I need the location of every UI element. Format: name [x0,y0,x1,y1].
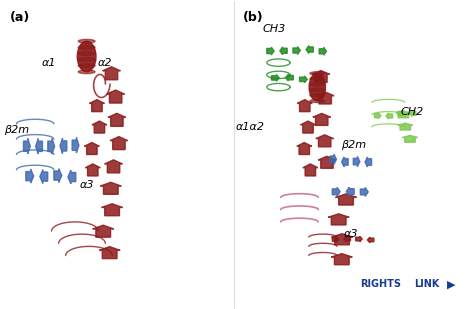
FancyArrow shape [396,111,411,118]
Text: LINK: LINK [414,279,439,289]
FancyArrow shape [402,135,418,142]
Ellipse shape [77,41,96,72]
Text: ▶: ▶ [447,279,456,289]
FancyArrow shape [303,164,318,176]
FancyArrow shape [398,110,404,116]
FancyArrow shape [346,187,354,196]
FancyArrow shape [85,164,100,176]
Text: α3: α3 [79,180,94,190]
Ellipse shape [78,39,95,43]
Text: β2m: β2m [341,140,366,150]
FancyArrow shape [331,234,353,245]
FancyArrow shape [318,156,336,168]
FancyArrow shape [90,99,104,112]
FancyArrow shape [332,187,340,196]
FancyArrow shape [301,121,316,133]
FancyArrow shape [293,47,301,54]
FancyArrow shape [316,135,334,147]
FancyArrow shape [330,154,337,164]
Text: α3: α3 [344,229,358,239]
FancyArrow shape [280,47,287,55]
Ellipse shape [309,73,326,101]
Text: β2m: β2m [4,125,29,135]
FancyArrow shape [68,170,76,184]
FancyArrow shape [297,142,312,154]
FancyArrow shape [272,74,279,81]
FancyArrow shape [328,214,349,225]
Ellipse shape [78,58,95,61]
FancyArrow shape [26,169,34,183]
FancyArrow shape [300,76,307,83]
FancyArrow shape [344,236,350,242]
Ellipse shape [78,70,95,74]
FancyArrow shape [313,113,330,125]
FancyArrow shape [360,188,368,196]
Ellipse shape [310,77,325,81]
FancyArrow shape [367,237,374,243]
Ellipse shape [78,45,95,49]
FancyArrow shape [410,110,416,116]
FancyArrow shape [48,138,55,154]
FancyArrow shape [60,138,67,154]
FancyArrow shape [40,170,48,184]
FancyArrow shape [36,138,43,154]
FancyArrow shape [24,138,30,154]
Text: CH3: CH3 [262,24,285,34]
FancyArrow shape [92,121,107,133]
FancyArrow shape [107,90,125,103]
FancyArrow shape [332,237,339,242]
FancyArrow shape [100,182,121,194]
Text: α2: α2 [98,58,113,68]
FancyArrow shape [306,46,313,53]
Ellipse shape [310,72,325,75]
FancyArrow shape [342,157,348,167]
FancyArrow shape [356,236,362,242]
Ellipse shape [310,99,325,103]
Ellipse shape [78,52,95,55]
FancyArrow shape [297,99,312,112]
FancyArrow shape [312,70,330,83]
FancyArrow shape [285,74,293,81]
FancyArrow shape [336,194,356,205]
FancyArrow shape [102,67,120,80]
FancyArrow shape [398,123,413,130]
FancyArrow shape [72,138,79,153]
Text: (a): (a) [9,11,30,23]
FancyArrow shape [99,247,120,259]
FancyArrow shape [319,48,327,55]
FancyArrow shape [365,157,372,167]
FancyArrow shape [316,92,334,104]
Text: CH2: CH2 [400,107,423,116]
FancyArrow shape [353,157,360,167]
FancyArrow shape [110,137,128,150]
Text: (b): (b) [243,11,264,23]
FancyArrow shape [54,169,62,183]
FancyArrow shape [313,74,321,81]
FancyArrow shape [105,160,122,173]
FancyArrow shape [84,142,100,154]
FancyArrow shape [93,225,114,237]
Ellipse shape [310,88,325,91]
Ellipse shape [310,83,325,86]
FancyArrow shape [331,254,352,265]
FancyArrow shape [386,113,392,119]
Text: RIGHTS: RIGHTS [360,279,401,289]
Ellipse shape [78,64,95,68]
Text: α1: α1 [42,58,56,68]
FancyArrow shape [101,204,123,216]
Ellipse shape [310,94,325,97]
FancyArrow shape [374,113,381,119]
Text: α1α2: α1α2 [236,122,265,132]
FancyArrow shape [108,113,126,126]
FancyArrow shape [267,47,274,55]
